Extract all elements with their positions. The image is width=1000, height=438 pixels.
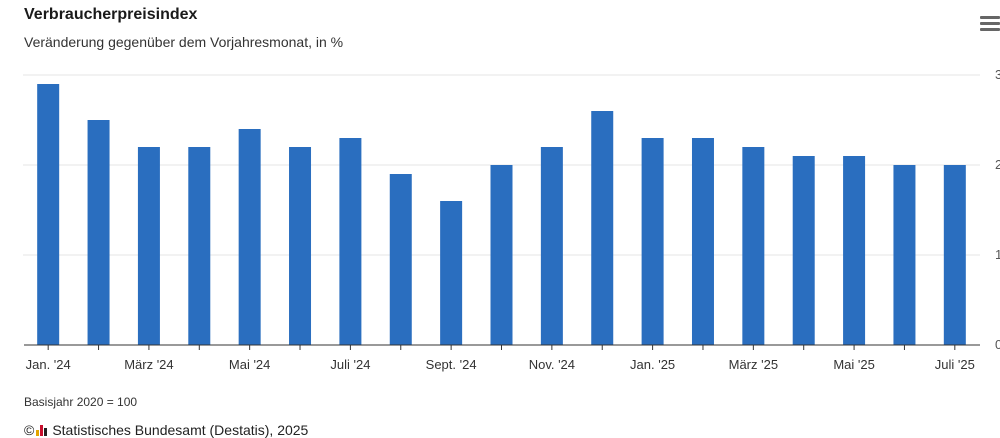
bar[interactable] <box>289 147 312 345</box>
x-axis-ticks: Jan. '24 März '24 Mai '24 Juli '24 Sept. '24… <box>26 345 975 372</box>
bar[interactable] <box>87 120 110 345</box>
x-tick-label: März '24 <box>124 357 173 372</box>
x-tick-label: Jan. '25 <box>630 357 675 372</box>
x-tick-label: Juli '25 <box>935 357 975 372</box>
bar[interactable] <box>792 156 815 345</box>
bar[interactable] <box>641 138 664 345</box>
bars <box>37 84 966 345</box>
bar[interactable] <box>389 174 412 345</box>
copyright-symbol: © <box>24 422 35 438</box>
x-tick-label: Sept. '24 <box>426 357 477 372</box>
chart-subtitle: Veränderung gegenüber dem Vorjahresmonat… <box>24 34 344 50</box>
bar[interactable] <box>440 201 463 345</box>
x-tick-label: Mai '24 <box>229 357 271 372</box>
bar[interactable] <box>691 138 714 345</box>
x-tick-label: März '25 <box>729 357 778 372</box>
bar[interactable] <box>137 147 160 345</box>
source-credit-text: Statistisches Bundesamt (Destatis), 2025 <box>52 422 309 438</box>
hamburger-menu-icon[interactable] <box>980 16 1000 32</box>
source-credit: © Statistisches Bundesamt (Destatis), 20… <box>24 422 308 438</box>
bar[interactable] <box>490 165 513 345</box>
x-tick-label: Nov. '24 <box>529 357 575 372</box>
y-tick-label: 1 <box>995 247 1000 262</box>
bar[interactable] <box>188 147 211 345</box>
bar[interactable] <box>843 156 866 345</box>
x-tick-label: Mai '25 <box>833 357 875 372</box>
x-tick-label: Jan. '24 <box>26 357 71 372</box>
bar[interactable] <box>591 111 614 345</box>
base-year-note: Basisjahr 2020 = 100 <box>24 395 138 409</box>
x-tick-label: Juli '24 <box>330 357 370 372</box>
bar[interactable] <box>37 84 60 345</box>
bar[interactable] <box>943 165 966 345</box>
y-tick-label: 0 <box>995 337 1000 352</box>
y-tick-label: 3 <box>995 67 1000 82</box>
bar[interactable] <box>238 129 261 345</box>
y-tick-label: 2 <box>995 157 1000 172</box>
bar[interactable] <box>339 138 362 345</box>
y-axis-ticks: 0 1 2 3 <box>995 67 1000 352</box>
bar[interactable] <box>742 147 765 345</box>
chart-title: Verbraucherpreisindex <box>24 6 198 23</box>
bar[interactable] <box>540 147 563 345</box>
bar[interactable] <box>893 165 916 345</box>
destatis-logo-icon <box>36 424 48 436</box>
